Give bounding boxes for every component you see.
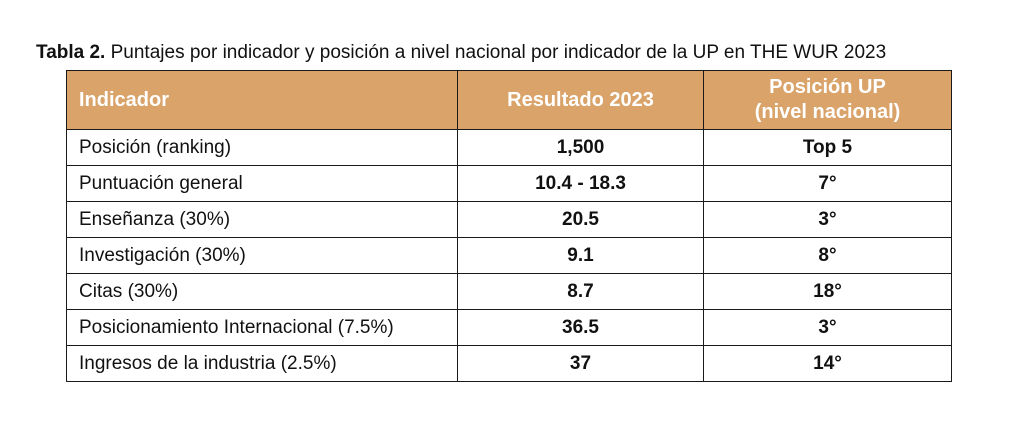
results-table: Indicador Resultado 2023 Posición UP (ni… [66, 70, 952, 382]
caption-label: Tabla 2. [36, 42, 106, 63]
table-body: Posición (ranking) 1,500 Top 5 Puntuació… [66, 129, 952, 382]
caption-text: Puntajes por indicador y posición a nive… [110, 42, 887, 63]
cell-indicator: Posición (ranking) [66, 129, 458, 166]
cell-position: 8° [703, 237, 952, 274]
cell-position: 7° [703, 165, 952, 202]
cell-position: Top 5 [703, 129, 952, 166]
table-row: Ingresos de la industria (2.5%) 37 14° [66, 345, 952, 382]
cell-position: 3° [703, 309, 952, 346]
table-row: Investigación (30%) 9.1 8° [66, 237, 952, 274]
table-row: Citas (30%) 8.7 18° [66, 273, 952, 310]
cell-indicator: Investigación (30%) [66, 237, 458, 274]
table-header: Indicador Resultado 2023 Posición UP (ni… [66, 70, 952, 130]
table-row: Posicionamiento Internacional (7.5%) 36.… [66, 309, 952, 346]
table-row: Enseñanza (30%) 20.5 3° [66, 201, 952, 238]
cell-position: 3° [703, 201, 952, 238]
cell-indicator: Ingresos de la industria (2.5%) [66, 345, 458, 382]
header-row: Indicador Resultado 2023 Posición UP (ni… [66, 70, 952, 130]
cell-result: 10.4 - 18.3 [457, 165, 704, 202]
cell-indicator: Citas (30%) [66, 273, 458, 310]
cell-result: 20.5 [457, 201, 704, 238]
header-position-line1: Posición UP [769, 76, 886, 98]
table-caption: Tabla 2. Puntajes por indicador y posici… [36, 40, 996, 66]
table-row: Puntuación general 10.4 - 18.3 7° [66, 165, 952, 202]
cell-position: 14° [703, 345, 952, 382]
header-position: Posición UP (nivel nacional) [703, 70, 952, 130]
table-row: Posición (ranking) 1,500 Top 5 [66, 129, 952, 166]
cell-result: 1,500 [457, 129, 704, 166]
cell-result: 36.5 [457, 309, 704, 346]
header-position-line2: (nivel nacional) [754, 101, 901, 123]
header-result: Resultado 2023 [457, 70, 704, 130]
cell-result: 9.1 [457, 237, 704, 274]
cell-result: 37 [457, 345, 704, 382]
header-indicator: Indicador [66, 70, 458, 130]
cell-indicator: Posicionamiento Internacional (7.5%) [66, 309, 458, 346]
cell-indicator: Enseñanza (30%) [66, 201, 458, 238]
cell-position: 18° [703, 273, 952, 310]
cell-indicator: Puntuación general [66, 165, 458, 202]
cell-result: 8.7 [457, 273, 704, 310]
